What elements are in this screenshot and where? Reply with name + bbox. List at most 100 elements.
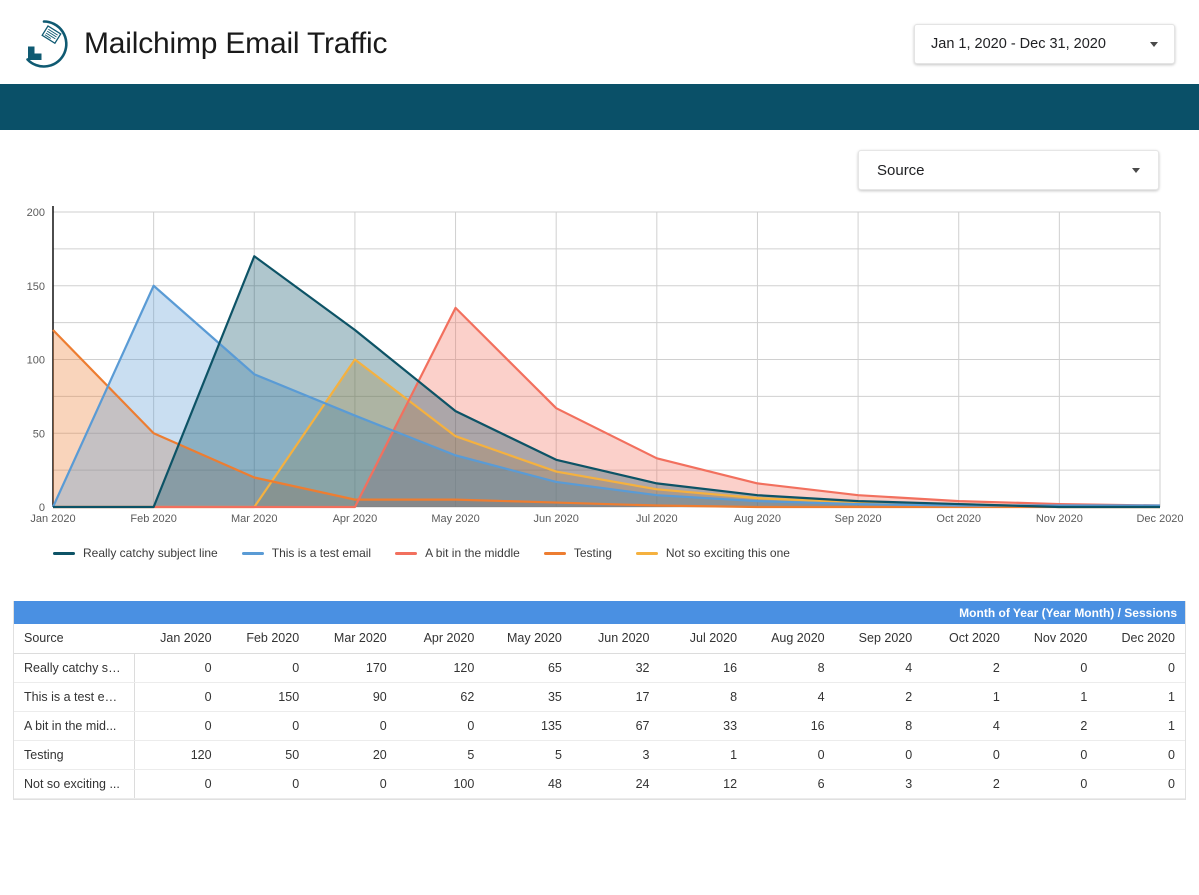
- table-cell-value: 0: [134, 769, 222, 799]
- table-cell-value: 1: [1097, 711, 1185, 741]
- table-cell-value: 0: [1097, 740, 1185, 770]
- table-cell-value: 100: [396, 769, 485, 799]
- source-filter-label: Source: [877, 161, 925, 179]
- series-area: [53, 285, 1160, 507]
- table-cell-value: 65: [484, 653, 572, 683]
- table-cell-value: 16: [747, 711, 835, 741]
- y-axis-tick-label: 0: [39, 502, 45, 514]
- legend-swatch-icon: [53, 551, 75, 555]
- table-cell-value: 8: [747, 653, 835, 683]
- table-cell-value: 4: [922, 711, 1010, 741]
- legend-item[interactable]: A bit in the middle: [395, 546, 520, 560]
- table-col-header-month[interactable]: Jun 2020: [571, 624, 660, 654]
- table-row: Really catchy su... 0 0 170 120 65 32 16 8 4 2 0 0: [14, 653, 1185, 683]
- table-banner: Month of Year (Year Month) / Sessions: [14, 601, 1185, 624]
- table-cell-value: 17: [571, 682, 660, 712]
- chart-legend: Really catchy subject line This is a test…: [53, 546, 814, 560]
- legend-item[interactable]: Not so exciting this one: [635, 546, 790, 560]
- table-cell-value: 170: [309, 653, 397, 683]
- table-cell-value: 120: [134, 740, 222, 770]
- table-cell-value: 120: [396, 653, 485, 683]
- table-cell-value: 0: [221, 653, 310, 683]
- table-col-header-month[interactable]: Mar 2020: [309, 624, 397, 654]
- table-cell-value: 0: [1009, 769, 1098, 799]
- table-cell-value: 4: [834, 653, 923, 683]
- y-axis-tick-label: 150: [27, 281, 45, 293]
- header-accent-band: [0, 84, 1199, 130]
- chevron-down-icon: [1132, 167, 1140, 173]
- source-filter-dropdown[interactable]: Source: [858, 150, 1159, 190]
- x-axis-tick-label: Dec 2020: [1136, 513, 1183, 525]
- table-cell-source: Not so exciting ...: [14, 769, 135, 799]
- table-cell-value: 0: [396, 711, 485, 741]
- table-col-header-month[interactable]: Dec 2020: [1097, 624, 1185, 654]
- table-col-header-month[interactable]: Jan 2020: [134, 624, 222, 654]
- table-cell-value: 0: [134, 653, 222, 683]
- table-row: Not so exciting ... 0 0 0 100 48 24 12 6 3 2 0 0: [14, 769, 1185, 799]
- table-cell-value: 1: [922, 682, 1010, 712]
- table-cell-value: 1: [1097, 682, 1185, 712]
- table-cell-value: 0: [1097, 769, 1185, 799]
- table-col-header-month[interactable]: Sep 2020: [834, 624, 923, 654]
- series-line: [53, 255, 1160, 509]
- table-col-header-month[interactable]: May 2020: [484, 624, 572, 654]
- date-range-label: Jan 1, 2020 - Dec 31, 2020: [931, 36, 1106, 52]
- table-cell-source: Really catchy su...: [14, 653, 135, 683]
- table-cell-value: 135: [484, 711, 572, 741]
- table-row: Testing 120 50 20 5 5 3 1 0 0 0 0 0: [14, 740, 1185, 770]
- table-cell-value: 0: [309, 769, 397, 799]
- table-cell-value: 0: [834, 740, 923, 770]
- table-cell-value: 0: [747, 740, 835, 770]
- table-cell-value: 35: [484, 682, 572, 712]
- legend-swatch-icon: [635, 551, 658, 555]
- table-cell-value: 2: [834, 682, 923, 712]
- x-axis-tick-label: Apr 2020: [333, 513, 378, 525]
- table-col-header-month[interactable]: Jul 2020: [659, 624, 748, 654]
- table-cell-value: 0: [922, 740, 1010, 770]
- legend-item[interactable]: Testing: [543, 546, 612, 560]
- table-cell-value: 8: [834, 711, 923, 741]
- x-axis-tick-label: Jun 2020: [534, 513, 579, 525]
- table-cell-source: A bit in the mid...: [14, 711, 135, 741]
- table-cell-value: 0: [134, 711, 222, 741]
- table-col-header-month[interactable]: Oct 2020: [922, 624, 1010, 654]
- table-cell-value: 2: [1009, 711, 1098, 741]
- table-banner-text: Month of Year (Year Month) / Sessions: [959, 605, 1177, 620]
- table-cell-value: 0: [221, 769, 310, 799]
- table-cell-value: 0: [221, 711, 310, 741]
- table-col-header-month[interactable]: Nov 2020: [1009, 624, 1098, 654]
- area-chart: 0 50 100 150 200 Jan 2020 Feb 2020 Mar 2020 Apr …: [0, 200, 1199, 540]
- table-cell-value: 16: [659, 653, 748, 683]
- table-cell-value: 8: [659, 682, 748, 712]
- legend-swatch-icon: [395, 551, 418, 555]
- x-axis-tick-label: Aug 2020: [734, 513, 781, 525]
- table-cell-value: 3: [834, 769, 923, 799]
- table-cell-value: 32: [571, 653, 660, 683]
- mailchimp-arrow-logo-icon: [18, 18, 70, 70]
- table-col-header-month[interactable]: Apr 2020: [396, 624, 485, 654]
- legend-item[interactable]: Really catchy subject line: [53, 546, 218, 560]
- data-table-card: Month of Year (Year Month) / Sessions So…: [13, 601, 1186, 800]
- table-cell-value: 0: [1009, 740, 1098, 770]
- x-axis-tick-label: May 2020: [431, 513, 479, 525]
- legend-swatch-icon: [543, 551, 566, 555]
- table-cell-source: Testing: [14, 740, 135, 770]
- table-cell-value: 67: [571, 711, 660, 741]
- table-cell-value: 5: [484, 740, 572, 770]
- table-row: This is a test em... 0 150 90 62 35 17 8 4 2 1 1 1: [14, 682, 1185, 712]
- table-cell-value: 62: [396, 682, 485, 712]
- table-cell-value: 12: [659, 769, 748, 799]
- table-cell-value: 0: [1097, 653, 1185, 683]
- table-cell-source: This is a test em...: [14, 682, 135, 712]
- table-col-header-month[interactable]: Aug 2020: [747, 624, 835, 654]
- table-col-header-month[interactable]: Feb 2020: [221, 624, 310, 654]
- legend-item-label: A bit in the middle: [425, 546, 520, 560]
- legend-item[interactable]: This is a test email: [241, 546, 371, 560]
- table-cell-value: 48: [484, 769, 572, 799]
- date-range-picker[interactable]: Jan 1, 2020 - Dec 31, 2020: [914, 24, 1175, 64]
- y-axis-tick-label: 50: [33, 428, 45, 440]
- x-axis-tick-label: Oct 2020: [936, 513, 981, 525]
- legend-item-label: Really catchy subject line: [83, 546, 218, 560]
- y-axis-tick-label: 200: [27, 207, 45, 219]
- table-col-header-source[interactable]: Source: [14, 624, 134, 654]
